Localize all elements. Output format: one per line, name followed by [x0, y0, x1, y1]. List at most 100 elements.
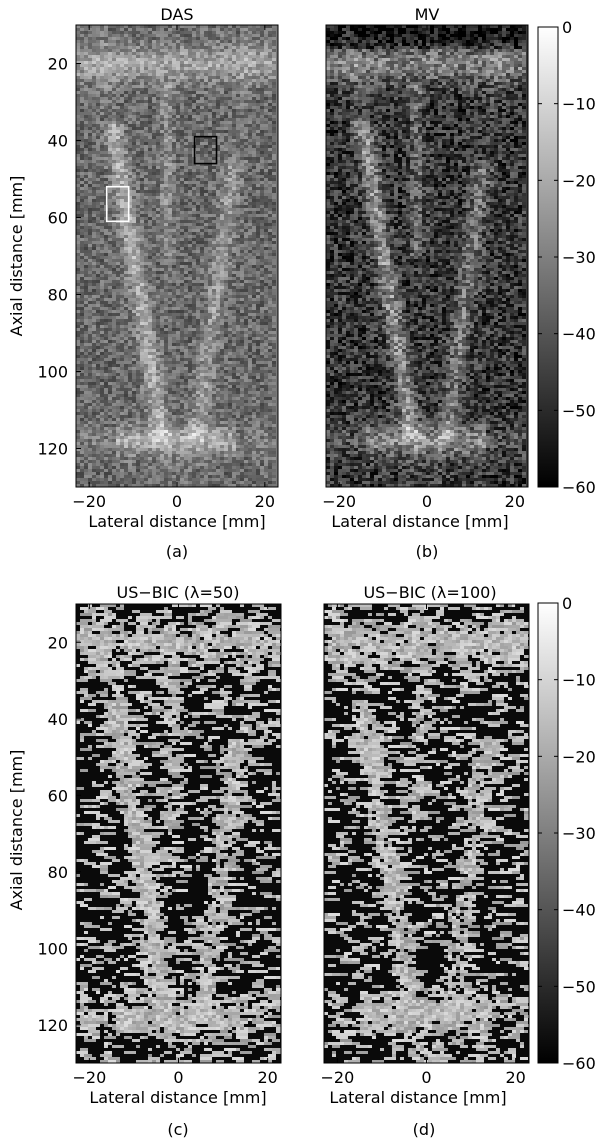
image-pixel [232, 271, 236, 274]
image-pixel [152, 58, 156, 61]
image-pixel [216, 220, 220, 223]
image-pixel [216, 82, 220, 85]
image-pixel [92, 160, 96, 163]
image-pixel [232, 223, 236, 226]
image-pixel [200, 88, 204, 91]
image-pixel [188, 157, 192, 160]
image-pixel [244, 133, 248, 136]
image-pixel [132, 82, 136, 85]
image-pixel [128, 46, 132, 49]
image-pixel [176, 112, 180, 115]
image-pixel [156, 205, 160, 208]
image-pixel [100, 280, 104, 283]
image-pixel [104, 37, 108, 40]
image-pixel [92, 322, 96, 325]
image-pixel [92, 217, 96, 220]
image-pixel [240, 76, 244, 79]
image-pixel [92, 100, 96, 103]
image-pixel [132, 124, 136, 127]
image-pixel [108, 52, 112, 55]
image-pixel [212, 31, 216, 34]
image-pixel [160, 109, 164, 112]
image-pixel [120, 286, 124, 289]
image-pixel [152, 154, 156, 157]
image-pixel [100, 55, 104, 58]
image-pixel [184, 127, 188, 130]
image-pixel [108, 58, 112, 61]
image-pixel [220, 283, 224, 286]
image-pixel [252, 187, 256, 190]
image-pixel [252, 64, 256, 67]
image-pixel [192, 118, 196, 121]
image-pixel [224, 37, 228, 40]
image-pixel [104, 88, 108, 91]
image-pixel [140, 163, 144, 166]
image-pixel [260, 46, 264, 49]
image-pixel [256, 55, 260, 58]
image-pixel [268, 133, 272, 136]
image-pixel [100, 121, 104, 124]
image-pixel [196, 244, 200, 247]
image-pixel [240, 73, 244, 76]
image-pixel [168, 91, 172, 94]
image-pixel [128, 94, 132, 97]
image-pixel [200, 157, 204, 160]
image-pixel [156, 31, 160, 34]
image-pixel [100, 322, 104, 325]
image-pixel [272, 37, 276, 40]
image-pixel [260, 268, 264, 271]
image-pixel [260, 289, 264, 292]
image-pixel [184, 73, 188, 76]
image-pixel [76, 49, 80, 52]
image-pixel [248, 34, 252, 37]
image-pixel [204, 67, 208, 70]
image-pixel [260, 199, 264, 202]
image-pixel [256, 214, 260, 217]
image-pixel [84, 40, 88, 43]
image-pixel [84, 268, 88, 271]
image-pixel [228, 82, 232, 85]
image-pixel [248, 175, 252, 178]
image-pixel [268, 301, 272, 304]
image-pixel [88, 235, 92, 238]
image-pixel [136, 133, 140, 136]
image-pixel [204, 166, 208, 169]
image-pixel [236, 265, 240, 268]
image-pixel [196, 127, 200, 130]
image-pixel [220, 259, 224, 262]
image-pixel [256, 160, 260, 163]
image-pixel [196, 160, 200, 163]
image-pixel [152, 277, 156, 280]
image-pixel [212, 46, 216, 49]
image-pixel [184, 286, 188, 289]
image-pixel [208, 181, 212, 184]
image-pixel [212, 241, 216, 244]
image-pixel [200, 238, 204, 241]
image-pixel [132, 28, 136, 31]
image-pixel [76, 241, 80, 244]
image-pixel [112, 229, 116, 232]
image-pixel [272, 250, 276, 253]
image-pixel [204, 244, 208, 247]
image-pixel [244, 217, 248, 220]
image-pixel [100, 34, 104, 37]
image-pixel [116, 241, 120, 244]
image-pixel [184, 70, 188, 73]
image-pixel [136, 163, 140, 166]
image-pixel [128, 154, 132, 157]
image-pixel [80, 28, 84, 31]
image-pixel [76, 244, 80, 247]
image-pixel [156, 235, 160, 238]
image-pixel [76, 166, 80, 169]
image-pixel [256, 322, 260, 325]
image-pixel [188, 136, 192, 139]
image-pixel [240, 196, 244, 199]
image-pixel [260, 124, 264, 127]
image-pixel [148, 283, 152, 286]
image-pixel [128, 322, 132, 325]
image-pixel [240, 307, 244, 310]
image-pixel [84, 79, 88, 82]
image-pixel [76, 205, 80, 208]
image-pixel [272, 157, 276, 160]
image-pixel [256, 85, 260, 88]
